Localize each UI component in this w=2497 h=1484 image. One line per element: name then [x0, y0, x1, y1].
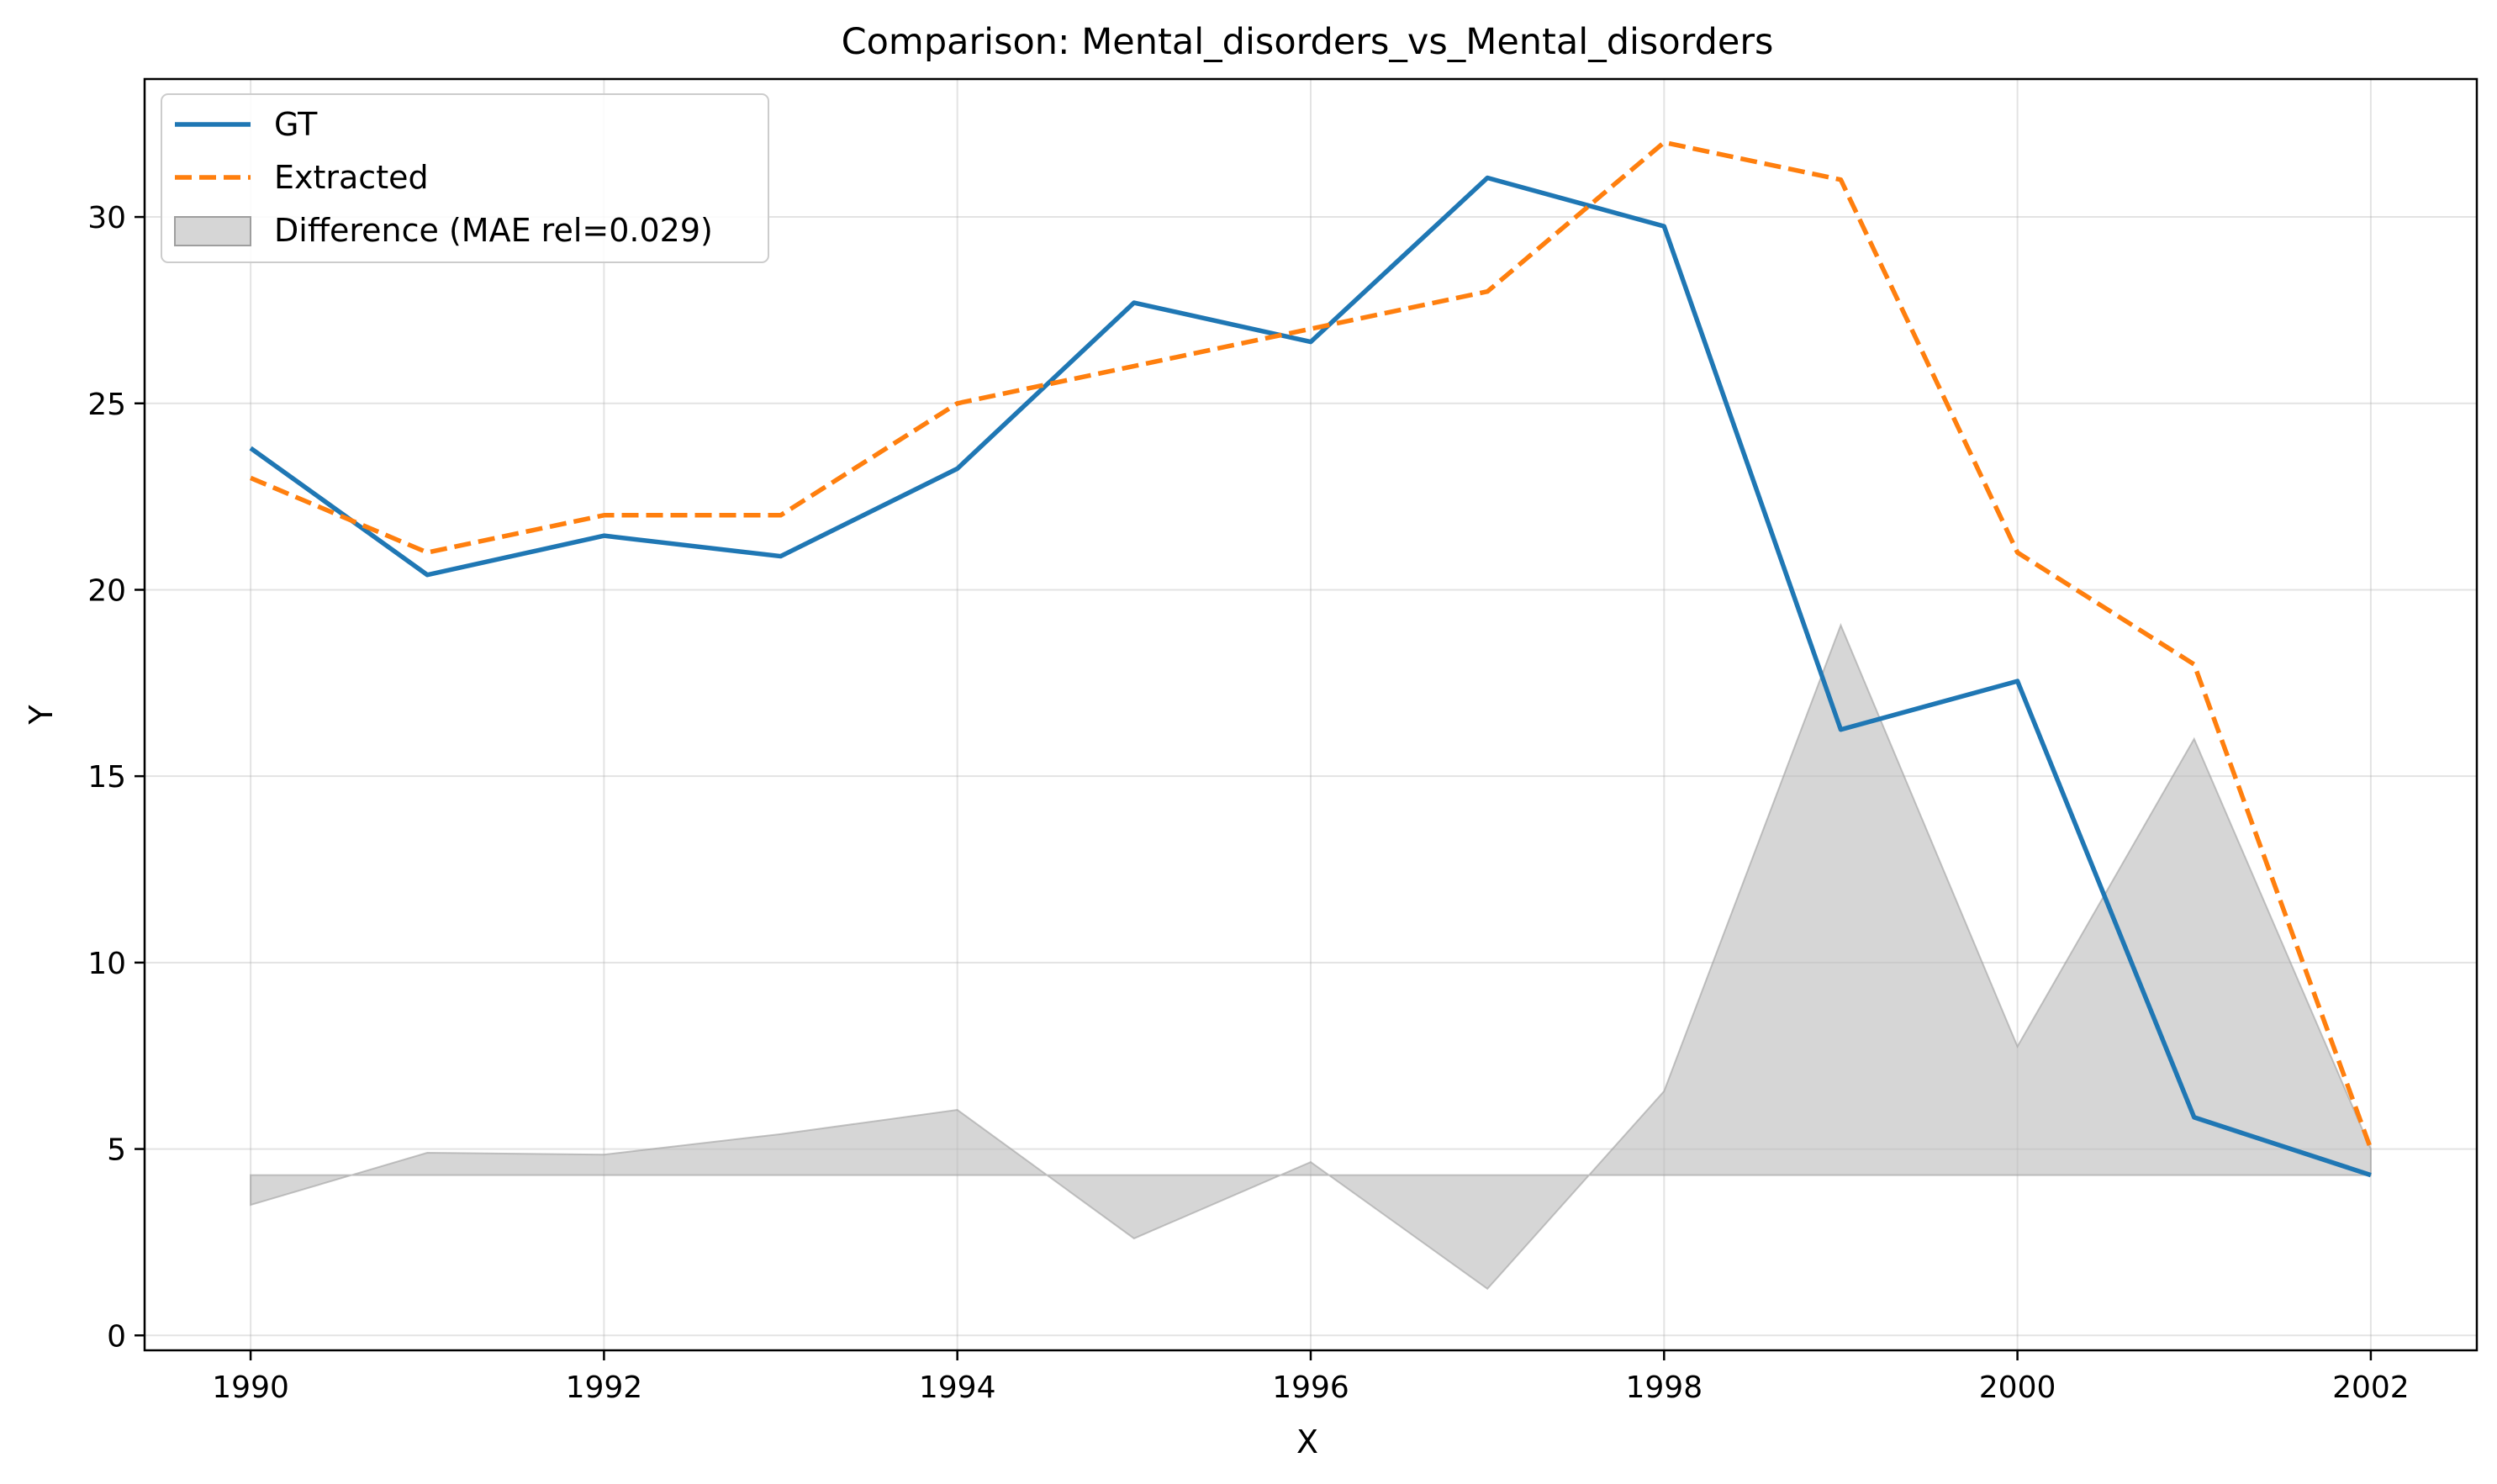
x-axis-label: X — [1296, 1423, 1318, 1460]
legend: GT Extracted Difference (MAE rel=0.029) — [161, 93, 769, 263]
series-lines-layer — [249, 140, 2373, 1178]
x-tick-label: 1996 — [1272, 1370, 1349, 1405]
chart-title: Comparison: Mental_disorders_vs_Mental_d… — [842, 21, 1774, 63]
legend-gt-label: GT — [274, 106, 318, 143]
y-tick-label: 15 — [87, 760, 126, 795]
y-tick-label: 30 — [87, 201, 126, 235]
x-tick-label: 2000 — [1979, 1370, 2056, 1405]
y-tick-label: 10 — [87, 947, 126, 981]
x-tick-label: 1990 — [212, 1370, 289, 1405]
series-line-gt — [249, 175, 2372, 1178]
y-tick-label: 20 — [87, 573, 126, 608]
legend-extracted-label: Extracted — [274, 159, 429, 196]
legend-box — [161, 93, 769, 263]
series-line-extracted — [250, 140, 2373, 1150]
y-axis-label: Y — [23, 705, 60, 726]
legend-difference-swatch — [174, 216, 251, 246]
y-tick-label: 25 — [87, 388, 126, 422]
x-tick-label: 1992 — [566, 1370, 643, 1405]
y-tick-label: 0 — [107, 1319, 126, 1354]
x-tick-label: 1994 — [919, 1370, 996, 1405]
legend-difference-label: Difference (MAE rel=0.029) — [274, 212, 713, 249]
axis-ticks: 1990 1992 1994 1996 1998 2000 2002 0 5 10 15 20 25 30 — [87, 201, 2410, 1405]
x-tick-label: 2002 — [2332, 1370, 2410, 1405]
y-tick-label: 5 — [107, 1133, 126, 1168]
x-tick-label: 1998 — [1625, 1370, 1702, 1405]
